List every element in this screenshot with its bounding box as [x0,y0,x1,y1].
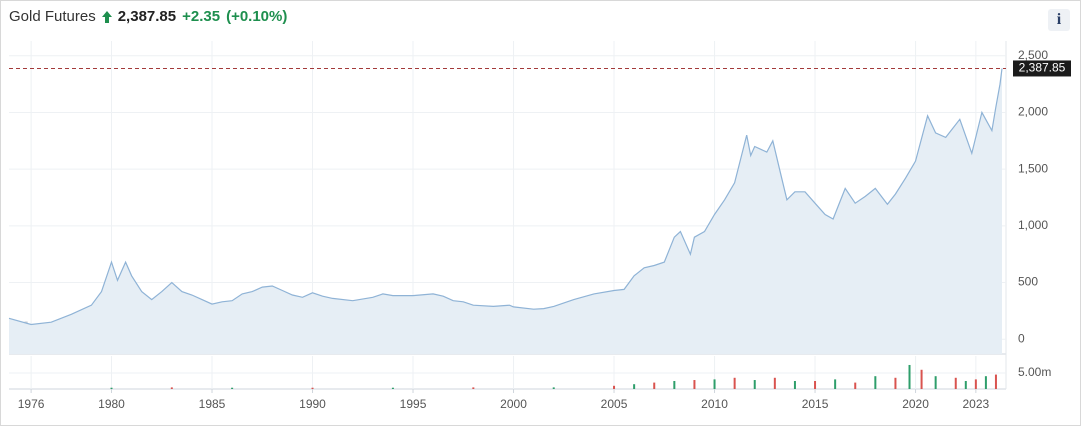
volume-bar [633,384,636,389]
volume-bar [874,376,877,389]
info-button[interactable]: i [1048,9,1070,31]
volume-bar [613,385,616,389]
volume-bar [894,377,897,389]
volume-bar [653,382,656,389]
volume-bar [472,387,475,389]
volume-bar [984,376,987,389]
volume-bar [934,376,937,389]
x-tick-label: 1985 [199,397,226,411]
x-tick-label: 2020 [902,397,929,411]
last-price-box [1013,60,1071,77]
y-tick-label: 500 [1018,275,1038,289]
volume-bar [854,382,857,389]
x-tick-label: 1995 [400,397,427,411]
volume-bar [753,380,756,389]
volume-bar [231,387,234,389]
volume-bar [391,387,394,389]
y-tick-label: 1,500 [1018,161,1048,175]
change-percent: (+0.10%) [226,8,288,25]
volume-bar [693,380,696,389]
y-tick-label: 2,500 [1018,48,1048,62]
area-fill [9,68,1002,354]
y-tick-label: 1,000 [1018,218,1048,232]
volume-bar [974,379,977,389]
volume-bar [552,387,555,389]
x-tick-label: 1980 [98,397,125,411]
x-tick-label: 2015 [802,397,829,411]
volume-bar [954,377,957,389]
title: Gold Futures [9,8,96,25]
volume-bar [920,369,923,389]
price: 2,387.85 [117,8,177,25]
volume-bar [311,387,314,389]
x-tick-label: 2000 [500,397,527,411]
x-tick-label: 1990 [299,397,326,411]
x-tick-label: 2005 [601,397,628,411]
volume-bar [170,387,173,389]
volume-bar [793,380,796,389]
volume-bar [834,379,837,389]
volume-bar [733,377,736,389]
volume-bar [964,380,967,389]
volume-bar [814,380,817,389]
x-tick-label: 1976 [18,397,45,411]
header: Gold Futures 2,387.85 +2.35 (+0.10%) [9,8,287,25]
x-tick-label: 2010 [701,397,728,411]
volume-bar [110,387,113,389]
y-tick-label: 0 [1018,331,1025,345]
y-tick-label: 2,000 [1018,105,1048,119]
volume-bar [713,379,716,389]
volume-bar [908,364,911,389]
volume-bar [994,374,997,389]
change: +2.35 [182,8,221,25]
price-line [8,68,1003,326]
volume-bar [773,377,776,389]
up-arrow [101,10,112,23]
volume-bar [673,380,676,389]
last-price-label: 2,387.85 [1019,61,1066,75]
y-tick-label: 5.00m [1018,365,1051,379]
x-tick-label: 2023 [962,397,989,411]
